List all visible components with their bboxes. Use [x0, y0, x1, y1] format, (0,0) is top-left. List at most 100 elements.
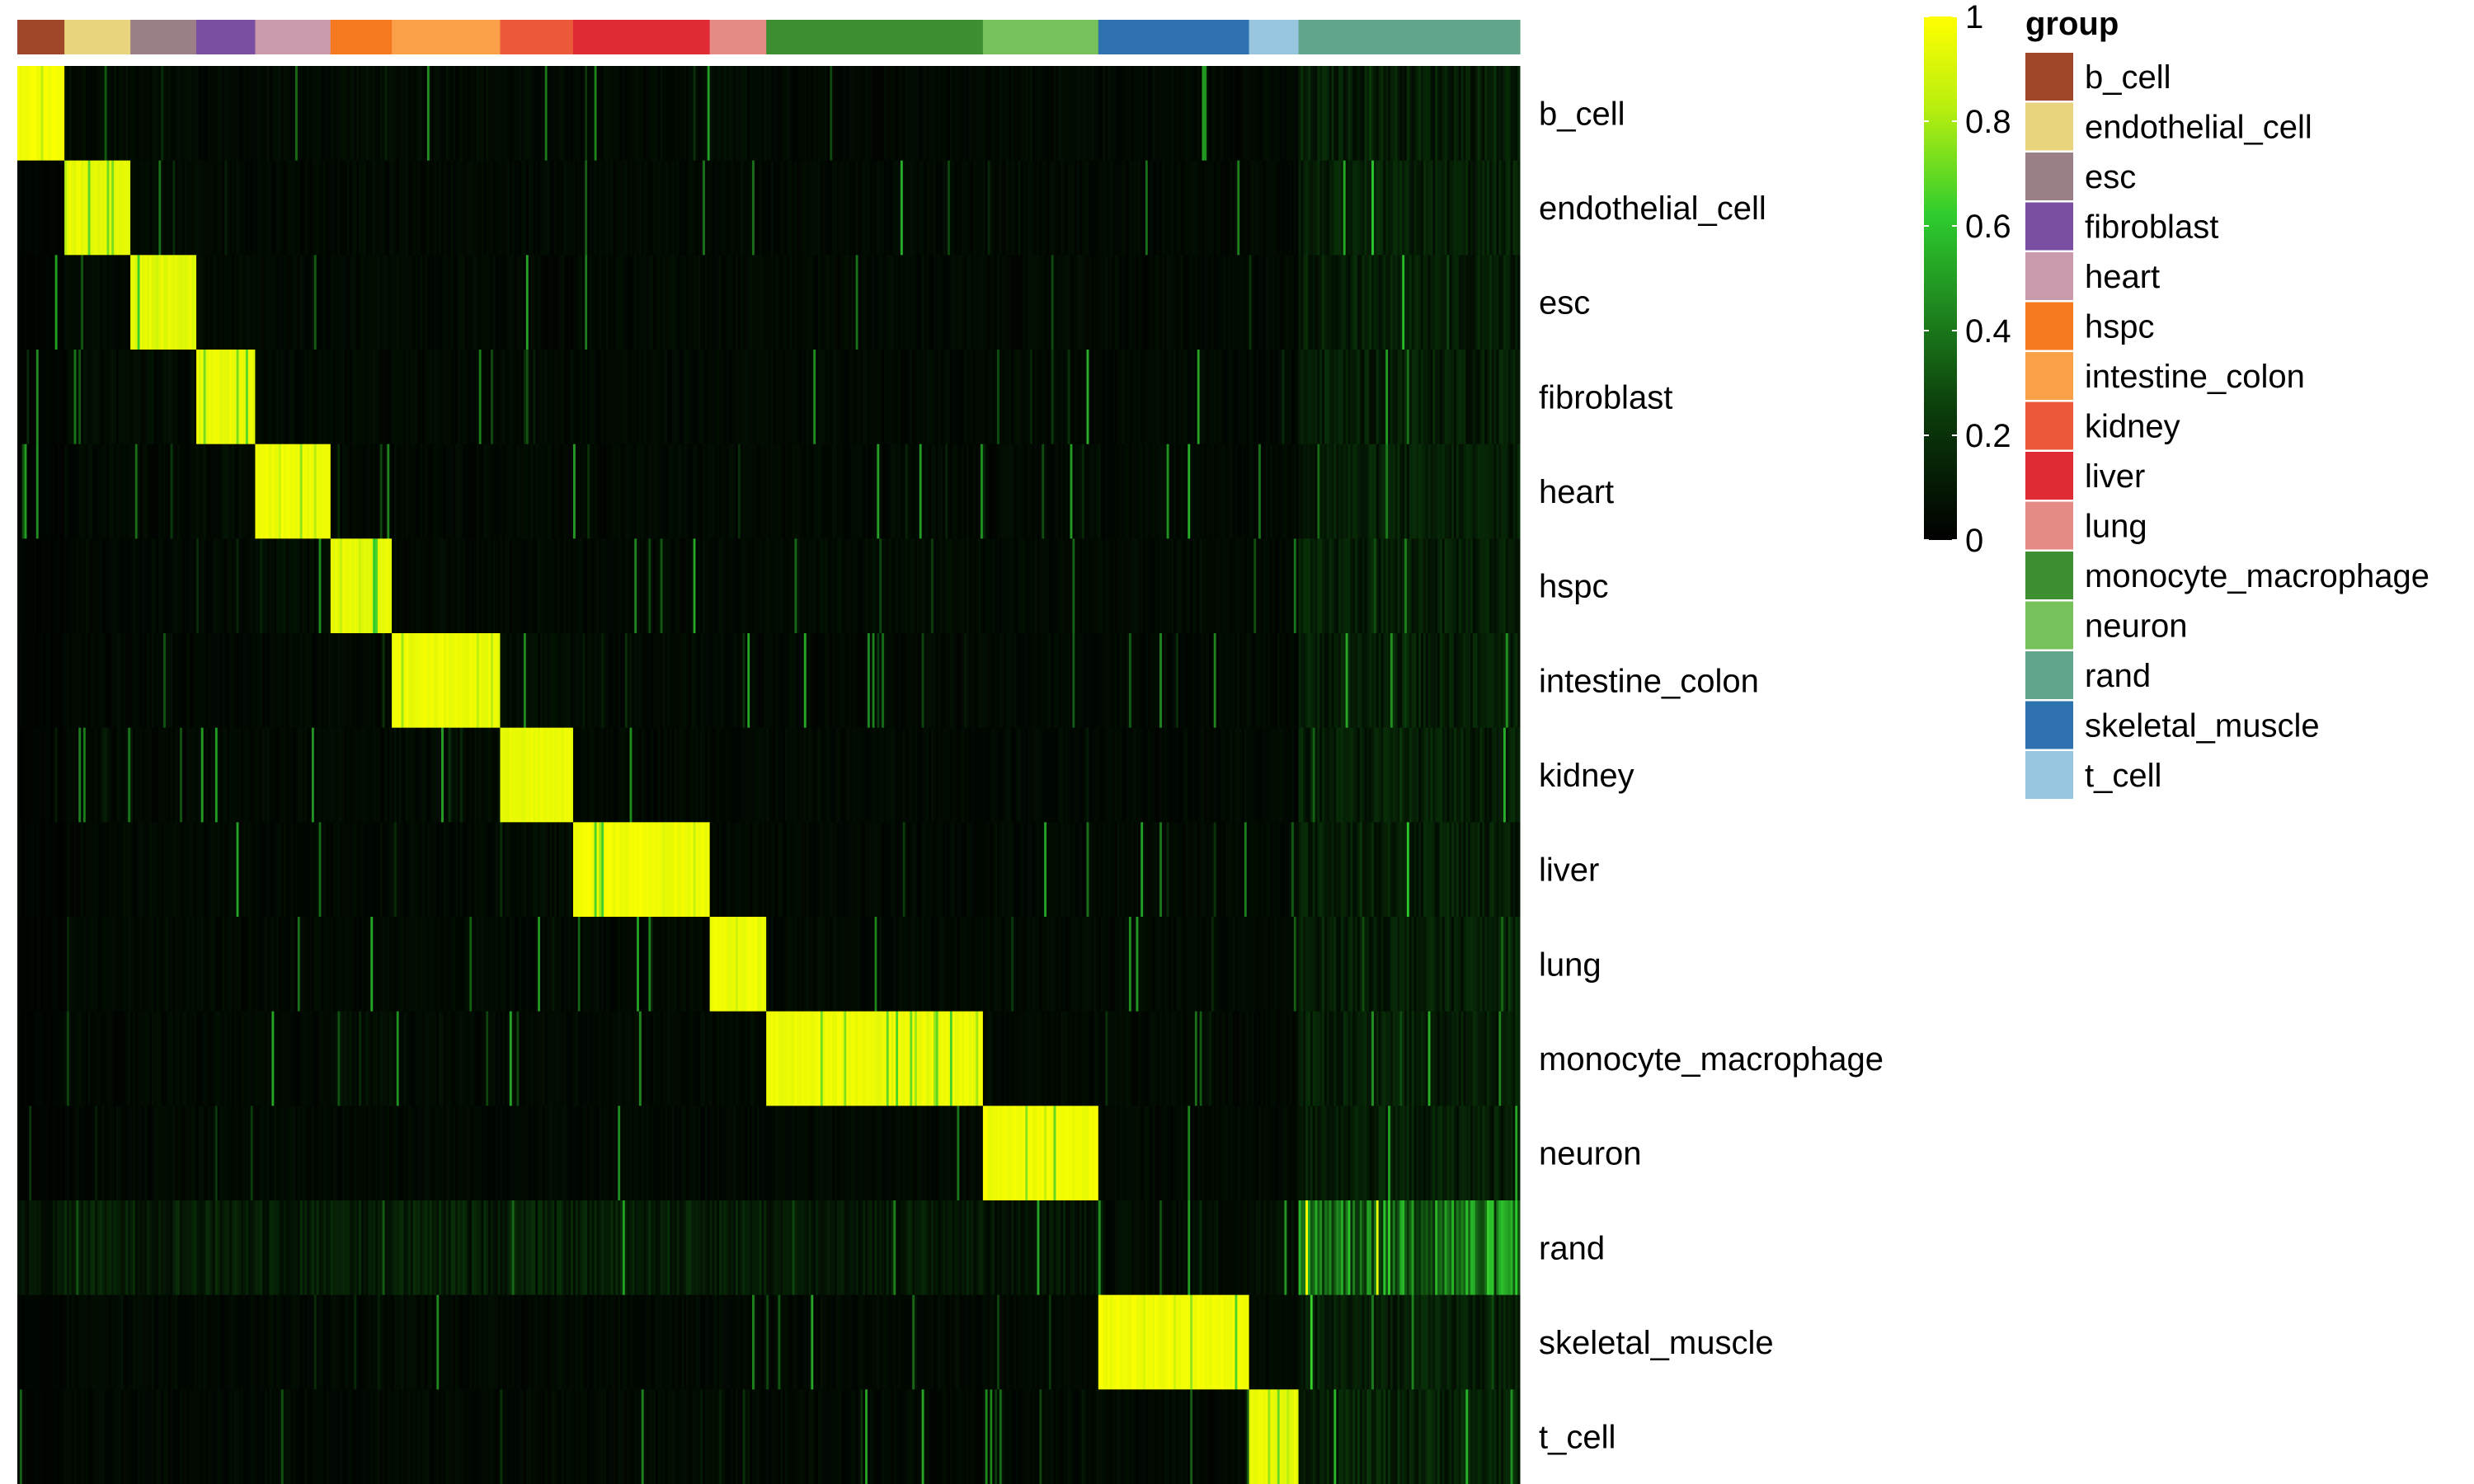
heatmap-cell: [81, 727, 84, 823]
heatmap-cell: [926, 160, 929, 256]
heatmap-cell: [337, 350, 341, 445]
heatmap-cell: [1317, 66, 1320, 162]
heatmap-cell: [638, 255, 642, 350]
heatmap-cell: [822, 538, 826, 634]
heatmap-cell: [344, 727, 348, 823]
heatmap-cell: [1218, 538, 1221, 634]
heatmap-cell: [406, 444, 409, 539]
heatmap-cell: [990, 66, 993, 162]
heatmap-cell: [1053, 160, 1056, 256]
heatmap-cell: [1470, 160, 1474, 256]
heatmap-cell: [318, 350, 322, 445]
heatmap-cell: [806, 66, 810, 162]
heatmap-cell: [973, 255, 976, 350]
heatmap-cell: [151, 633, 155, 729]
heatmap-cell: [467, 66, 470, 162]
heatmap-cell: [1435, 255, 1438, 350]
heatmap-cell: [886, 633, 890, 729]
heatmap-cell: [690, 538, 694, 634]
heatmap-cell: [85, 538, 89, 634]
heatmap-cell: [95, 727, 98, 823]
heatmap-cell: [530, 255, 534, 350]
heatmap-cell: [172, 444, 176, 539]
heatmap-cell: [222, 538, 225, 634]
heatmap-cell: [773, 727, 777, 823]
heatmap-cell: [90, 633, 93, 729]
heatmap-cell: [227, 66, 230, 162]
heatmap-cell: [1477, 444, 1480, 539]
heatmap-cell: [1011, 350, 1014, 445]
heatmap-cell: [491, 160, 494, 256]
heatmap-cell: [507, 350, 510, 445]
heatmap-cell: [99, 444, 103, 539]
heatmap-cell: [745, 444, 748, 539]
heatmap-cell: [530, 350, 534, 445]
heatmap-cell: [709, 66, 713, 162]
heatmap-cell: [538, 255, 541, 350]
heatmap-cell: [572, 444, 576, 539]
heatmap-cell: [547, 160, 550, 256]
annotation-esc: [130, 20, 197, 54]
heatmap-cell: [799, 350, 802, 445]
heatmap-cell: [1458, 255, 1462, 350]
heatmap-cell: [285, 633, 289, 729]
heatmap-cell: [1489, 66, 1493, 162]
heatmap-cell: [151, 727, 155, 823]
heatmap-cell: [524, 160, 527, 256]
heatmap-cell: [756, 538, 760, 634]
heatmap-cell: [1493, 255, 1497, 350]
heatmap-cell: [387, 538, 390, 634]
heatmap-cell: [836, 633, 840, 729]
heatmap-cell: [1119, 350, 1122, 445]
heatmap-cell: [948, 727, 951, 823]
heatmap-cell: [1515, 255, 1518, 350]
heatmap-cell: [770, 255, 774, 350]
heatmap-cell: [896, 255, 899, 350]
heatmap-cell: [165, 444, 169, 539]
heatmap-cell: [1225, 350, 1229, 445]
heatmap-cell: [938, 538, 941, 634]
heatmap-cell: [262, 350, 266, 445]
heatmap-cell: [987, 255, 990, 350]
heatmap-cell: [213, 633, 216, 729]
heatmap-cell: [1230, 350, 1234, 445]
heatmap-cell: [962, 66, 965, 162]
heatmap-cell: [794, 350, 797, 445]
heatmap-cell: [1100, 160, 1104, 256]
heatmap-cell: [1298, 444, 1301, 539]
heatmap-cell: [363, 633, 367, 729]
heatmap-cell: [1303, 160, 1306, 256]
heatmap-cell: [1072, 255, 1075, 350]
heatmap-cell: [1108, 160, 1111, 256]
heatmap-cell: [1355, 350, 1358, 445]
heatmap-cell: [761, 160, 764, 256]
heatmap-cell: [344, 66, 348, 162]
heatmap-cell: [846, 350, 849, 445]
heatmap-cell: [752, 538, 755, 634]
heatmap-cell: [533, 350, 536, 445]
heatmap-cell: [384, 538, 388, 634]
heatmap-cell: [62, 633, 65, 729]
heatmap-cell: [747, 633, 750, 729]
heatmap-cell: [49, 633, 54, 729]
heatmap-cell: [596, 255, 600, 350]
heatmap-cell: [976, 444, 979, 539]
heatmap-cell: [686, 160, 689, 256]
heatmap-cell: [874, 66, 877, 162]
heatmap-cell: [262, 727, 266, 823]
heatmap-cell: [945, 160, 948, 256]
heatmap-cell: [915, 727, 918, 823]
heatmap-cell: [167, 350, 172, 445]
heatmap-cell: [952, 350, 956, 445]
heatmap-cell: [441, 255, 444, 350]
heatmap-cell: [877, 255, 880, 350]
heatmap-cell: [926, 727, 929, 823]
heatmap-cell: [719, 66, 722, 162]
heatmap-cell: [935, 538, 939, 634]
heatmap-cell: [910, 444, 913, 539]
heatmap-cell: [260, 633, 263, 729]
heatmap-cell: [1018, 255, 1022, 350]
heatmap-cell: [392, 444, 395, 539]
heatmap-cell: [789, 255, 793, 350]
heatmap-cell: [789, 444, 793, 539]
